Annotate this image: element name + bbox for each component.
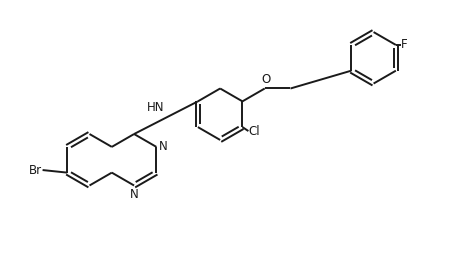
Text: N: N [130,188,138,202]
Text: N: N [160,140,168,153]
Text: Br: Br [29,163,42,177]
Text: O: O [261,73,270,85]
Text: HN: HN [147,101,165,114]
Text: Cl: Cl [248,125,260,138]
Text: F: F [401,38,407,51]
